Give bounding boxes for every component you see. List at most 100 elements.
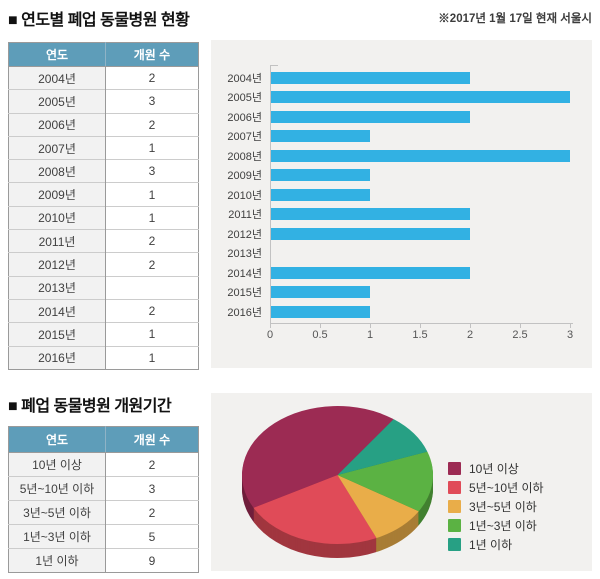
duration-table: 연도 개원 수 10년 이상 2 5년~10년 이하 3 3년~5년 이하 2 1년~3년 … <box>8 426 199 573</box>
bar-category-label: 2016년 <box>227 306 262 319</box>
bar <box>270 227 470 240</box>
table-row: 2014년 2 <box>8 298 199 323</box>
bar-row: 2004년 <box>211 68 581 88</box>
count-cell: 1 <box>105 345 199 370</box>
y-axis-line <box>270 65 271 324</box>
pie-legend: 10년 이상 5년~10년 이하 3년~5년 이하 1년~3년 이하 1년 이하 <box>448 462 544 557</box>
x-tick <box>370 323 371 328</box>
table-row: 2011년 2 <box>8 229 199 253</box>
bar-chart-panel: 2004년 2005년 2006년 2007년 2008년 2009년 2010년 2011년… <box>211 40 592 368</box>
y-axis-top-tick <box>270 65 278 66</box>
bar-track <box>270 286 581 299</box>
pie-chart-panel: 10년 이상 5년~10년 이하 3년~5년 이하 1년~3년 이하 1년 이하 <box>211 393 592 571</box>
table-header-row: 연도 개원 수 <box>8 426 199 453</box>
bar-category-label: 2013년 <box>227 248 262 261</box>
bar-track <box>270 208 581 221</box>
bar-category-label: 2015년 <box>227 287 262 300</box>
legend-swatch <box>448 462 461 475</box>
bar-track <box>270 110 581 123</box>
bar-category-label: 2004년 <box>227 72 262 85</box>
bar-track <box>270 305 581 318</box>
count-cell: 2 <box>105 298 199 323</box>
bar-row: 2008년 <box>211 146 581 166</box>
category-cell: 2016년 <box>8 345 106 370</box>
legend-item: 1년~3년 이하 <box>448 519 544 533</box>
legend-swatch <box>448 538 461 551</box>
pie-slice <box>242 406 394 508</box>
category-cell: 10년 이상 <box>8 452 106 477</box>
count-cell: 5 <box>105 524 199 549</box>
table-row: 5년~10년 이하 3 <box>8 476 199 501</box>
bar-category-label: 2011년 <box>228 209 262 222</box>
bar-category-label: 2012년 <box>227 228 262 241</box>
count-cell: 2 <box>105 252 199 277</box>
category-cell: 2009년 <box>8 182 106 207</box>
category-cell: 1년~3년 이하 <box>8 524 106 549</box>
legend-label: 1년 이하 <box>469 538 513 552</box>
table-row: 2005년 3 <box>8 89 199 114</box>
legend-item: 10년 이상 <box>448 462 544 476</box>
category-cell: 2011년 <box>8 229 106 253</box>
category-cell: 2015년 <box>8 322 106 347</box>
asof-note: ※2017년 1월 17일 현재 서울시 <box>438 13 592 25</box>
bar <box>270 91 570 104</box>
x-tick-label: 2.5 <box>512 329 528 341</box>
bar <box>270 149 570 162</box>
table-row: 1년 이하 9 <box>8 548 199 573</box>
bar-row: 2012년 <box>211 224 581 244</box>
category-cell: 2013년 <box>8 275 106 300</box>
duration-column-header: 연도 <box>8 426 106 453</box>
legend-swatch <box>448 519 461 532</box>
category-cell: 2007년 <box>8 135 106 160</box>
bar-category-label: 2006년 <box>227 111 262 124</box>
category-cell: 2014년 <box>8 298 106 323</box>
pie-slice <box>337 475 419 538</box>
bar <box>270 266 470 279</box>
count-cell: 9 <box>105 548 199 573</box>
category-cell: 2012년 <box>8 252 106 277</box>
bar-category-label: 2005년 <box>227 92 262 105</box>
legend-item: 1년 이하 <box>448 538 544 552</box>
bar-track <box>270 266 581 279</box>
bar-row: 2006년 <box>211 107 581 127</box>
count-cell: 3 <box>105 476 199 501</box>
count-cell: 1 <box>105 322 199 347</box>
legend-label: 1년~3년 이하 <box>469 519 537 533</box>
x-tick <box>520 323 521 328</box>
bar-row: 2009년 <box>211 166 581 186</box>
bar-row: 2010년 <box>211 185 581 205</box>
bar-row: 2005년 <box>211 88 581 108</box>
x-tick <box>570 323 571 328</box>
legend-item: 5년~10년 이하 <box>448 481 544 495</box>
table-row: 2015년 1 <box>8 322 199 347</box>
table-row: 10년 이상 2 <box>8 452 199 477</box>
pie-slice <box>337 451 433 512</box>
bar <box>270 71 470 84</box>
table-row: 1년~3년 이하 5 <box>8 524 199 549</box>
count-cell: 1 <box>105 205 199 230</box>
count-cell: 2 <box>105 452 199 477</box>
bar-row: 2015년 <box>211 283 581 303</box>
count-cell: 2 <box>105 65 199 90</box>
x-tick-label: 0 <box>266 329 274 341</box>
legend-label: 3년~5년 이하 <box>469 500 537 514</box>
table-row: 2004년 2 <box>8 65 199 90</box>
table-row: 2012년 2 <box>8 252 199 277</box>
bar-category-label: 2014년 <box>227 267 262 280</box>
count-cell: 2 <box>105 229 199 253</box>
bar-category-label: 2010년 <box>227 189 262 202</box>
bar-track <box>270 188 581 201</box>
bar-track <box>270 247 581 259</box>
category-cell: 2005년 <box>8 89 106 114</box>
legend-item: 3년~5년 이하 <box>448 500 544 514</box>
bar-track <box>270 149 581 162</box>
x-tick <box>320 323 321 328</box>
bar <box>270 286 370 299</box>
bar <box>270 110 470 123</box>
bar-row: 2011년 <box>211 205 581 225</box>
bar <box>270 130 370 143</box>
count-cell: 1 <box>105 135 199 160</box>
bar-row: 2007년 <box>211 127 581 147</box>
table-row: 2010년 1 <box>8 205 199 230</box>
count-cell: 2 <box>105 500 199 525</box>
